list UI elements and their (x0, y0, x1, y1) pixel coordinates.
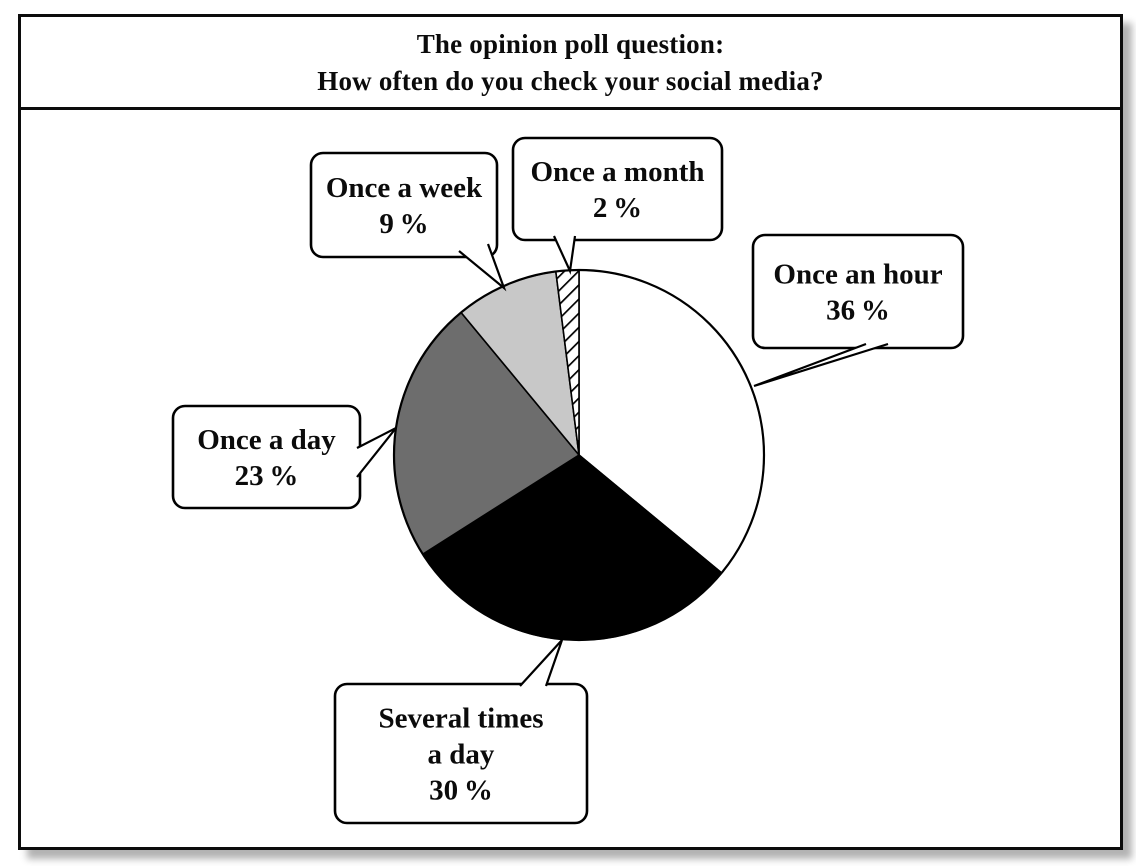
callout-label-line: 9 % (379, 208, 428, 240)
callout-once-an-hour: Once an hour 36 % (751, 233, 965, 388)
callout-label-line: Once a month (531, 156, 705, 188)
callout-label-line: a day (428, 739, 495, 771)
callout-tail (356, 427, 397, 478)
callout-label-line: 2 % (593, 192, 642, 224)
callout-label-line: 30 % (429, 775, 493, 807)
callout-tail (519, 639, 564, 687)
pie-outline (392, 268, 766, 642)
callout-tail (458, 243, 507, 292)
callout-label-line: 23 % (235, 460, 299, 492)
callout-tail (753, 342, 889, 388)
callout-box (171, 404, 362, 510)
callout-label-line: Once a day (197, 424, 336, 456)
callout-tail (552, 235, 577, 275)
callout-label-line: Once a week (326, 172, 483, 204)
callout-label-line: 36 % (826, 295, 890, 327)
callout-box (309, 151, 499, 259)
callout-box (751, 233, 965, 350)
callout-tail-fill (554, 236, 575, 271)
callout-label-line: Once an hour (773, 259, 942, 291)
callout-once-a-month: Once a month 2 % (511, 136, 724, 275)
callout-tail-fill (459, 244, 504, 288)
callout-several-times-a-day: Several times a day 30 % (333, 639, 589, 825)
chart-title: The opinion poll question: How often do … (21, 17, 1120, 110)
callout-box (511, 136, 724, 242)
chart-title-line2: How often do you check your social media… (317, 66, 824, 96)
callout-once-a-day: Once a day 23 % (171, 404, 397, 510)
callout-label-line: Several times (378, 703, 543, 735)
callout-box (333, 682, 589, 825)
callout-once-a-week: Once a week 9 % (309, 151, 507, 292)
chart-title-line1: The opinion poll question: (416, 29, 725, 59)
